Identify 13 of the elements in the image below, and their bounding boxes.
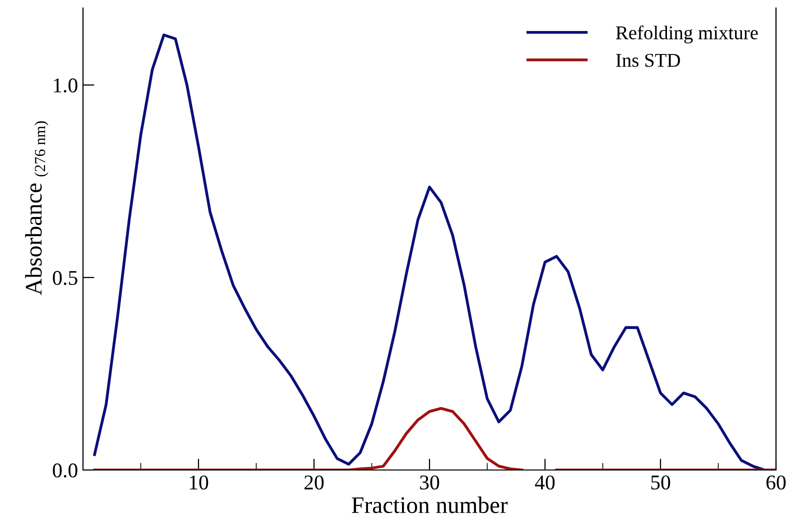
y-tick-label: 0.5 [52,270,78,286]
y-tick-label: 0.0 [52,463,78,478]
y-axis-title: Absorbance (276 nm) [25,121,48,296]
x-tick-label: 20 [304,475,324,490]
legend-label: Refolding mixture [616,26,758,44]
legend-label: Ins STD [616,54,680,67]
x-tick-label: 50 [651,475,670,490]
x-tick-label: 10 [190,475,208,490]
y-tick-label: 1.0 [54,78,78,93]
x-axis-title: Fraction number [352,496,508,514]
x-tick-label: 60 [766,475,786,490]
x-tick-label: 40 [534,475,555,490]
x-tick-label: 30 [420,475,440,490]
